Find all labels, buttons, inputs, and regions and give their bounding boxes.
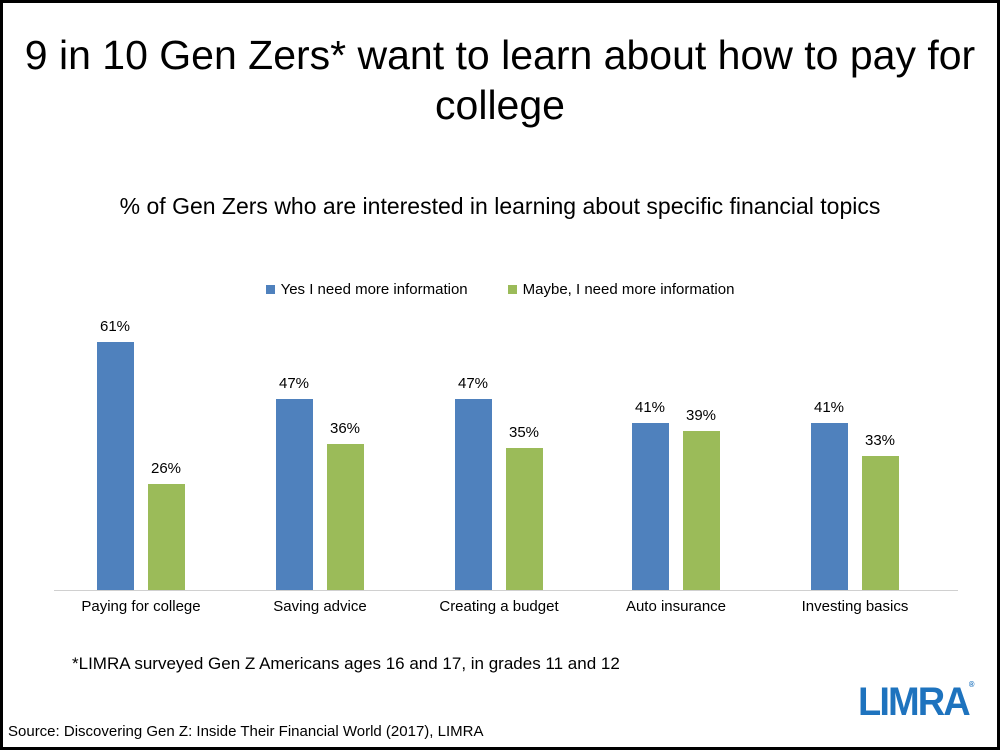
bar-maybe <box>327 444 364 590</box>
category-label: Investing basics <box>801 598 909 615</box>
category-label: Paying for college <box>81 598 201 615</box>
bar-maybe <box>683 431 720 590</box>
logo-text: LIMRA <box>858 680 971 724</box>
data-label: 41% <box>813 399 845 416</box>
bar-yes <box>97 342 134 590</box>
source-note: Source: Discovering Gen Z: Inside Their … <box>8 723 484 740</box>
data-label: 47% <box>278 375 310 392</box>
legend-label-yes: Yes I need more information <box>280 281 468 298</box>
chart-title: % of Gen Zers who are interested in lear… <box>119 193 881 219</box>
data-label: 47% <box>457 375 489 392</box>
data-label: 36% <box>329 420 361 437</box>
bar-maybe <box>862 456 899 590</box>
legend-item-maybe: Maybe, I need more information <box>507 281 735 298</box>
bar-yes <box>811 423 848 590</box>
bar-yes <box>276 399 313 590</box>
registered-mark: ® <box>968 680 975 689</box>
legend-label-maybe: Maybe, I need more information <box>522 281 735 298</box>
legend-swatch-maybe <box>507 285 517 294</box>
bar-maybe <box>148 484 185 590</box>
bar-yes <box>455 399 492 590</box>
data-label: 61% <box>99 318 131 335</box>
data-label: 33% <box>864 432 896 449</box>
data-label: 39% <box>685 407 717 424</box>
category-label: Auto insurance <box>625 598 727 615</box>
data-label: 41% <box>634 399 666 416</box>
x-axis-line <box>54 590 958 591</box>
data-label: 35% <box>508 424 540 441</box>
data-label: 26% <box>150 460 182 477</box>
slide-title: 9 in 10 Gen Zers* want to learn about ho… <box>24 32 976 128</box>
category-label: Saving advice <box>273 598 367 615</box>
category-label: Creating a budget <box>439 598 559 615</box>
legend-item-yes: Yes I need more information <box>265 281 468 298</box>
footnote: *LIMRA surveyed Gen Z Americans ages 16 … <box>72 654 620 673</box>
bar-maybe <box>506 448 543 590</box>
bar-yes <box>632 423 669 590</box>
legend-swatch-yes <box>265 285 275 294</box>
chart-legend: Yes I need more information Maybe, I nee… <box>0 281 1000 298</box>
limra-logo: LIMRA® <box>858 680 975 725</box>
